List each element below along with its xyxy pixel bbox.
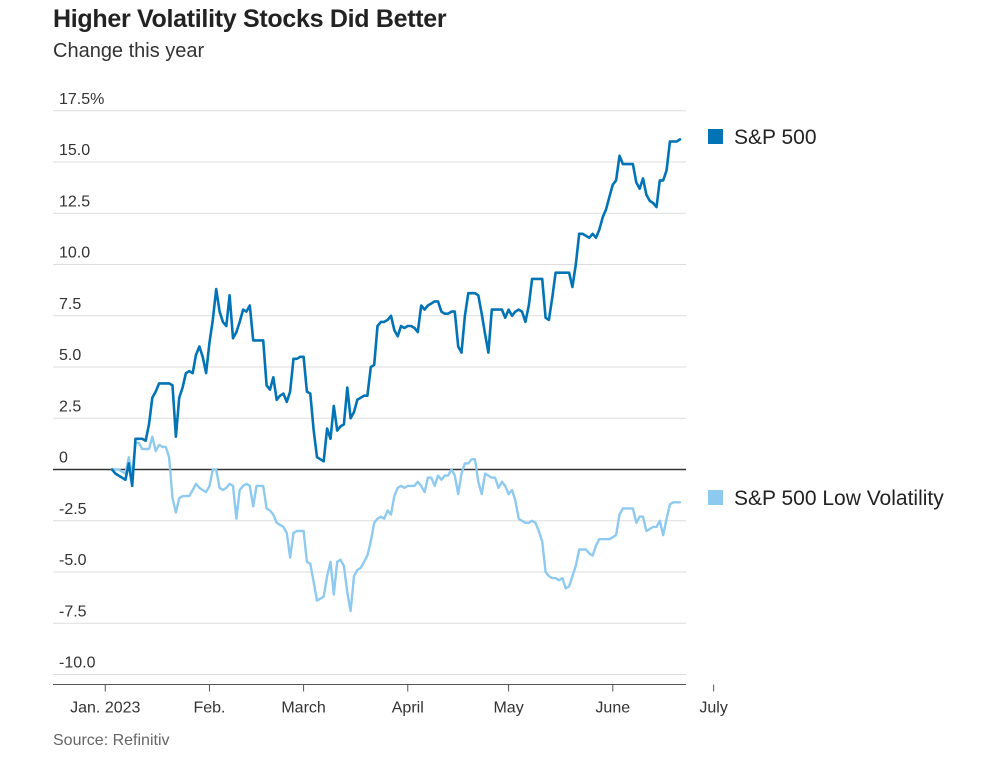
legend-swatch <box>708 490 723 505</box>
y-tick-label: 10.0 <box>59 245 90 262</box>
legend-label: S&P 500 <box>734 126 817 149</box>
x-tick-label: Feb. <box>193 700 225 717</box>
y-tick-label: -7.5 <box>59 603 87 620</box>
y-tick-label: 12.5 <box>59 193 90 210</box>
y-tick-label: 7.5 <box>59 296 81 313</box>
x-tick-label: June <box>595 700 630 717</box>
series-line-sp500 <box>110 138 682 488</box>
y-tick-label: 5.0 <box>59 347 81 364</box>
legend-swatch <box>708 129 723 144</box>
y-tick-label: -2.5 <box>59 501 87 518</box>
y-tick-label: 17.5% <box>59 91 104 108</box>
series-lines <box>110 138 682 613</box>
legend-label: S&P 500 Low Volatility <box>734 487 944 510</box>
source-note: Source: Refinitiv <box>53 732 170 749</box>
chart-subtitle: Change this year <box>53 40 205 62</box>
y-tick-label: -5.0 <box>59 552 87 569</box>
y-axis-ticks: 17.5% 15.0 12.5 10.0 7.5 5.0 2.5 0 -2.5 -5.0 -7.5 -… <box>59 91 104 672</box>
x-axis: Jan. 2023 Feb. March April May June July <box>53 684 728 717</box>
x-tick-label: July <box>699 700 727 717</box>
x-tick-label: April <box>392 700 424 717</box>
x-tick-label: March <box>281 700 325 717</box>
y-tick-label: 15.0 <box>59 142 90 159</box>
series-line-low-volatility <box>110 435 682 613</box>
chart-title: Higher Volatility Stocks Did Better <box>53 5 447 33</box>
x-tick-label: Jan. 2023 <box>70 700 140 717</box>
grid-lines <box>53 110 686 675</box>
legend: S&P 500 S&P 500 Low Volatility <box>708 126 944 510</box>
y-tick-label: 2.5 <box>59 398 81 415</box>
y-tick-label: 0 <box>59 450 68 467</box>
line-chart: 17.5% 15.0 12.5 10.0 7.5 5.0 2.5 0 -2.5 -5.0 -7.5 -… <box>53 91 944 717</box>
x-tick-label: May <box>493 700 523 717</box>
y-tick-label: -10.0 <box>59 655 96 672</box>
